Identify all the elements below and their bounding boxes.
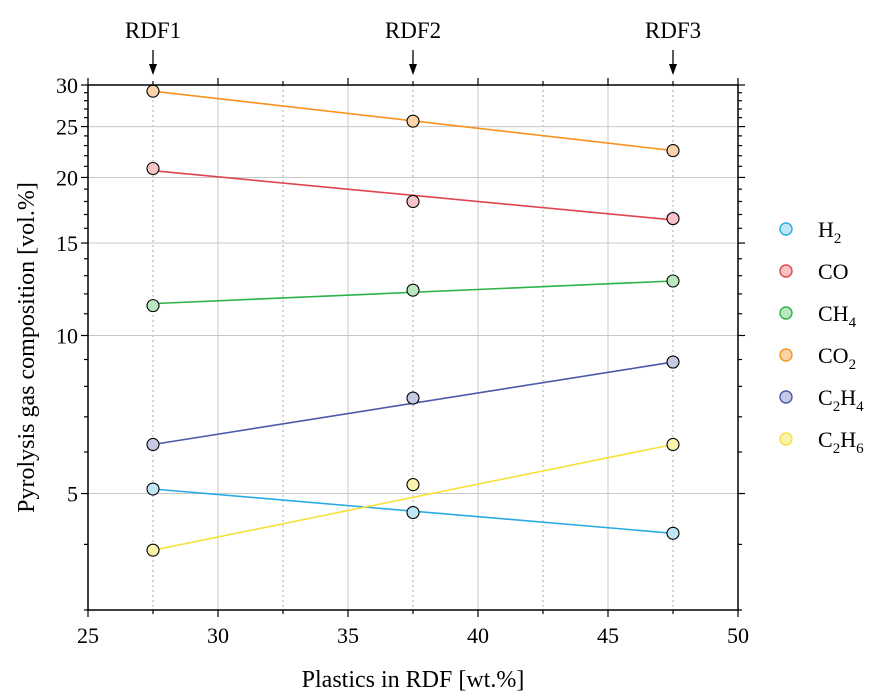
data-point-C2H6 (666, 437, 680, 452)
data-point-C2H6 (406, 478, 420, 492)
data-point-CH4 (406, 283, 420, 297)
annotation-label: RDF2 (385, 18, 441, 43)
data-point-CH4 (666, 274, 680, 288)
x-tick-label: 25 (77, 623, 99, 648)
legend-label: C2H6 (818, 427, 864, 457)
y-axis-label: Pyrolysis gas composition [vol.%] (14, 182, 40, 513)
data-point-CH4 (146, 299, 160, 313)
x-tick-label: 30 (207, 623, 229, 648)
data-point-CO2 (406, 114, 420, 128)
x-tick-label: 40 (467, 623, 489, 648)
annotation-arrowhead (149, 64, 157, 75)
legend-label: CH4 (818, 301, 857, 331)
data-points (146, 84, 680, 557)
data-point-C2H4 (406, 391, 420, 405)
x-axis-label: Plastics in RDF [wt.%] (302, 667, 525, 693)
legend-marker-CO (779, 264, 793, 278)
data-point-C2H4 (146, 437, 160, 452)
data-point-C2H4 (666, 355, 680, 369)
data-point-CO (666, 212, 680, 226)
legend-label: CO2 (818, 343, 856, 373)
rdf-annotations: RDF1 RDF2 RDF3 (125, 18, 701, 75)
x-tick-label: 45 (597, 623, 619, 648)
y-tick-label: 10 (56, 323, 78, 348)
data-point-C2H6 (146, 543, 160, 557)
y-tick-label: 20 (56, 165, 78, 190)
legend-marker-CO2 (779, 348, 793, 362)
y-tick-label: 5 (67, 482, 78, 507)
legend-label: H2 (818, 217, 841, 247)
data-point-CO2 (146, 84, 160, 98)
legend-label: C2H4 (818, 385, 864, 415)
data-point-CO2 (666, 144, 680, 158)
data-point-H2 (146, 482, 160, 496)
legend-marker-C2H6 (779, 432, 793, 446)
annotation-arrowhead (669, 64, 677, 75)
fit-line-C2H6 (152, 443, 674, 551)
y-tick-label: 30 (56, 73, 78, 98)
x-tick-label: 50 (727, 623, 749, 648)
y-tick-label: 25 (56, 115, 78, 140)
data-point-H2 (406, 505, 420, 520)
data-point-H2 (666, 526, 680, 540)
legend-marker-H2 (779, 222, 793, 236)
annotation-label: RDF1 (125, 18, 181, 43)
y-tick-label: 15 (56, 231, 78, 256)
legend: H2 CO CH4 CO2 C2H4 C2H6 (779, 217, 864, 457)
annotation-label: RDF3 (645, 18, 701, 43)
data-point-CO (406, 194, 420, 209)
legend-marker-C2H4 (779, 390, 793, 404)
annotation-arrowhead (409, 64, 417, 75)
legend-label: CO (818, 259, 849, 284)
legend-marker-CH4 (779, 306, 793, 320)
x-tick-label: 35 (337, 623, 359, 648)
data-point-CO (146, 161, 160, 176)
axis-ticks: 25 30 35 40 45 50 5 10 15 20 25 30 (56, 73, 749, 648)
